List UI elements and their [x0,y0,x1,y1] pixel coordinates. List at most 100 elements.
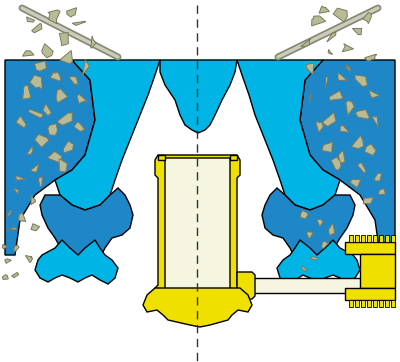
Polygon shape [333,8,347,22]
Polygon shape [391,300,395,307]
Polygon shape [302,266,308,271]
Polygon shape [349,235,353,242]
Polygon shape [310,257,318,260]
Polygon shape [31,224,40,231]
Polygon shape [67,8,76,17]
Polygon shape [31,195,36,205]
Polygon shape [12,272,19,278]
Polygon shape [155,155,240,298]
Polygon shape [59,159,67,172]
Polygon shape [43,104,51,116]
Polygon shape [364,198,373,204]
Polygon shape [55,60,160,210]
Polygon shape [2,275,8,279]
Polygon shape [64,141,74,153]
Polygon shape [309,94,312,102]
Polygon shape [342,44,354,52]
Polygon shape [365,144,376,156]
Polygon shape [352,28,362,35]
Polygon shape [369,90,380,98]
Polygon shape [378,189,386,195]
Polygon shape [355,235,359,242]
Polygon shape [321,241,329,248]
Polygon shape [48,10,60,24]
Polygon shape [277,240,360,284]
Polygon shape [158,155,165,160]
Polygon shape [374,173,382,181]
Polygon shape [14,245,19,252]
Polygon shape [18,213,26,222]
Polygon shape [323,113,336,126]
Polygon shape [15,176,26,180]
Polygon shape [60,50,72,64]
Polygon shape [7,227,16,230]
Polygon shape [160,60,237,133]
Polygon shape [5,60,95,255]
Polygon shape [322,142,332,152]
Polygon shape [47,151,62,163]
Polygon shape [361,300,365,307]
Polygon shape [74,122,85,131]
Polygon shape [385,235,389,242]
Polygon shape [22,51,34,56]
Polygon shape [345,288,395,300]
Polygon shape [165,158,230,325]
Polygon shape [38,177,42,186]
Polygon shape [317,219,323,227]
Polygon shape [367,235,371,242]
Polygon shape [91,36,96,48]
Polygon shape [327,32,336,42]
Polygon shape [6,210,12,217]
Polygon shape [35,134,49,147]
Polygon shape [312,16,326,26]
Polygon shape [240,278,388,293]
Polygon shape [373,116,378,127]
Polygon shape [328,50,332,55]
Polygon shape [26,256,33,262]
Polygon shape [262,188,355,270]
Polygon shape [355,300,359,307]
Polygon shape [230,155,237,160]
Polygon shape [360,254,395,288]
Polygon shape [316,122,323,132]
Polygon shape [301,39,310,46]
Polygon shape [28,109,43,118]
Polygon shape [27,17,34,22]
Polygon shape [329,91,343,101]
Polygon shape [391,235,395,242]
Polygon shape [373,235,377,242]
Polygon shape [338,150,345,163]
Polygon shape [23,85,31,99]
Polygon shape [340,124,350,132]
Polygon shape [77,94,88,104]
Polygon shape [42,44,53,58]
Polygon shape [349,300,353,307]
Polygon shape [40,188,133,270]
Polygon shape [351,135,364,149]
Polygon shape [35,240,118,284]
Polygon shape [363,12,371,24]
Polygon shape [306,232,313,239]
Polygon shape [50,72,61,81]
Polygon shape [326,77,328,88]
Polygon shape [2,244,8,249]
Polygon shape [379,235,383,242]
Polygon shape [361,235,365,242]
Polygon shape [331,157,341,170]
Polygon shape [358,163,366,173]
Polygon shape [367,300,371,307]
Polygon shape [237,60,340,210]
Polygon shape [82,60,90,75]
Polygon shape [143,288,252,327]
Polygon shape [346,100,354,115]
Polygon shape [32,24,42,33]
Polygon shape [355,75,367,87]
Polygon shape [345,242,395,254]
Polygon shape [338,73,347,80]
Polygon shape [329,224,335,235]
Polygon shape [69,76,78,85]
Polygon shape [364,54,377,61]
Polygon shape [5,259,12,264]
Polygon shape [56,89,67,103]
Polygon shape [16,116,26,128]
